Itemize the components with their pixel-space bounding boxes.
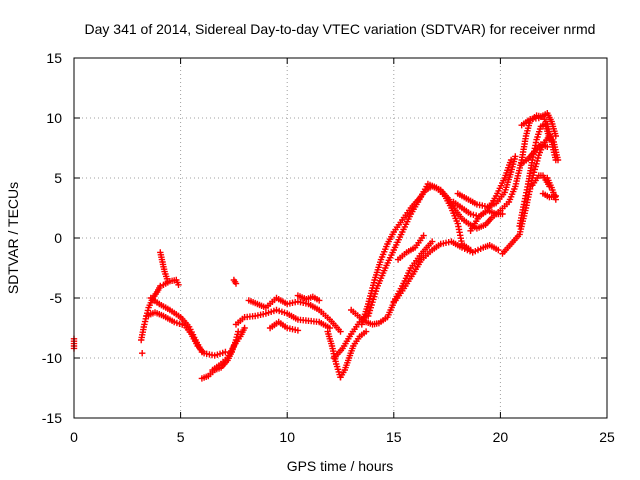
data-point (157, 282, 164, 290)
y-tick-label: -15 (42, 410, 62, 426)
data-point (232, 280, 240, 287)
data-point (546, 135, 553, 142)
data-point (139, 350, 146, 357)
data-point (495, 246, 502, 254)
y-tick-label: 0 (54, 230, 62, 246)
x-tick-labels: 0 5 10 15 20 25 (70, 429, 615, 445)
data-point (552, 192, 559, 200)
data-point (552, 132, 559, 140)
y-tick-label: 5 (54, 170, 62, 186)
data-point (198, 348, 206, 356)
axis-ticks (73, 57, 608, 419)
data-point (512, 153, 519, 160)
x-tick-label: 10 (279, 429, 295, 445)
grid-lines (74, 58, 607, 418)
data-point (316, 297, 323, 304)
data-point (294, 327, 302, 334)
x-axis-label: GPS time / hours (287, 458, 394, 474)
x-tick-label: 5 (177, 429, 185, 445)
y-tick-label: 10 (46, 110, 62, 126)
data-point (326, 324, 333, 332)
data-point (467, 246, 474, 254)
data-point (554, 156, 562, 164)
data-point (429, 238, 436, 245)
data-point (533, 160, 540, 167)
plot-frame (73, 57, 608, 419)
x-tick-label: 15 (386, 429, 402, 445)
data-point (175, 281, 182, 288)
data-point (241, 324, 248, 332)
y-axis-label: SDTVAR / TECUs (5, 182, 21, 294)
y-tick-label: -5 (50, 290, 63, 306)
data-point (362, 328, 370, 335)
data-point (534, 157, 541, 165)
chart-title: Day 341 of 2014, Sidereal Day-to-day VTE… (85, 21, 596, 37)
x-tick-label: 25 (599, 429, 615, 445)
data-point (530, 169, 538, 176)
data-point (337, 328, 344, 335)
data-points (70, 110, 562, 382)
data-point (499, 210, 506, 218)
y-tick-label: -10 (42, 350, 62, 366)
data-point (544, 143, 551, 150)
data-point (420, 232, 427, 239)
x-tick-label: 0 (70, 429, 78, 445)
y-tick-labels: -15 -10 -5 0 5 10 15 (42, 50, 62, 426)
data-point (531, 166, 538, 173)
y-tick-label: 15 (46, 50, 62, 66)
x-tick-label: 20 (493, 429, 509, 445)
data-point (222, 348, 229, 356)
